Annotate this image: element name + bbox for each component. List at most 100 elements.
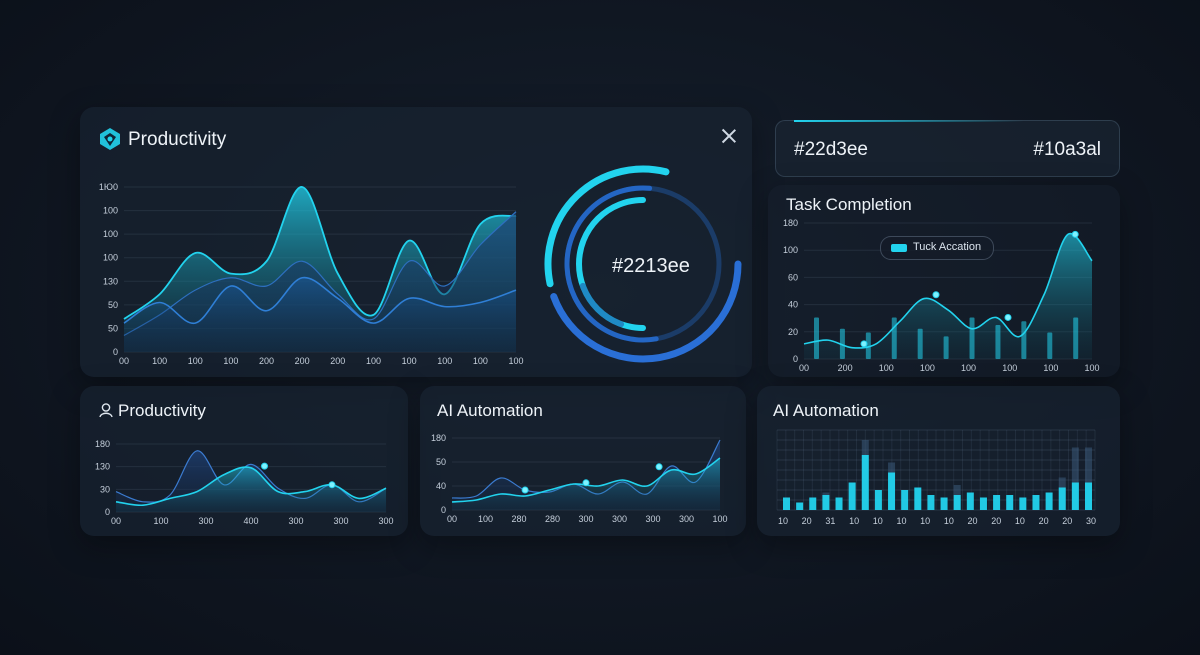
highlight-point [582,479,590,487]
logo-icon [98,127,122,156]
bar [927,495,935,510]
y-tick-label: 130 [95,462,110,472]
y-tick-label: 100 [103,253,118,263]
x-tick-label: 300 [612,514,627,524]
x-tick-label: 400 [243,516,258,526]
y-tick-label: 100 [783,245,798,255]
main-panel-title: Productivity [128,129,227,150]
x-tick-label: 100 [920,363,935,373]
ai-automation-bar-chart: 10 20 31 10 10 10 10 10 20 20 10 20 20 30 [776,429,1096,526]
task-bar [1073,317,1079,359]
bar [874,490,882,510]
x-tick-label: 280 [545,514,560,524]
x-tick-label: 100 [188,356,203,366]
x-tick-label: 100 [961,363,976,373]
y-tick-label: 0 [113,347,118,357]
close-icon[interactable] [720,127,738,145]
x-tick-label: 100 [478,514,493,524]
bar [1085,482,1092,510]
ai-automation-title-2: AI Automation [773,401,879,420]
x-tick-label: 00 [119,356,129,366]
x-tick-label: 20 [991,516,1001,526]
y-axis-ticks: 0 40 50 180 [431,433,446,515]
bar [914,487,922,510]
bar [783,497,790,510]
bar [901,490,909,510]
task-bar [1021,321,1027,359]
y-tick-label: 50 [108,300,118,310]
x-tick-label: 20 [968,516,978,526]
highlight-point [1004,313,1012,321]
task-legend[interactable]: Tuck Accation [880,236,994,260]
main-productivity-chart: 0 50 50 130 100 100 100 1Ю0 00 100 100 100 200 200 200… [99,182,524,366]
hex-left-label: #22d3ee [794,139,868,160]
bar-dim [1071,447,1079,510]
x-axis-ticks: 10 20 31 10 10 10 10 10 20 20 10 20 20 30 [778,516,1096,526]
x-tick-label: 100 [437,356,452,366]
x-tick-label: 100 [1043,363,1058,373]
highlight-point [932,291,940,299]
y-tick-label: 180 [431,433,446,443]
bar [835,497,843,510]
bar [953,495,961,510]
series-area [124,277,516,352]
bar [796,502,804,510]
main-productivity-panel: Productivity 0 50 50 130 100 100 100 1Ю0 00 100 10… [80,107,752,377]
gauge-mid-blue [564,185,659,343]
bar [809,497,817,510]
x-tick-label: 100 [152,356,167,366]
highlight-point [1071,230,1079,238]
x-tick-label: 300 [378,516,393,526]
x-tick-label: 100 [153,516,168,526]
x-tick-label: 100 [402,356,417,366]
x-tick-label: 300 [198,516,213,526]
bar [848,482,856,510]
task-bar [943,336,949,359]
highlight-point [655,463,663,471]
x-tick-label: 100 [223,356,238,366]
series-line [123,276,517,324]
gauge-outer-blue [550,260,742,363]
series-area [116,467,386,512]
bar [993,495,1001,510]
highlight-point [261,462,268,470]
y-tick-label: 40 [788,300,798,310]
x-tick-label: 10 [896,516,906,526]
hex-box-accent-line [794,120,1024,122]
x-tick-label: 100 [366,356,381,366]
ai-automation-title-1: AI Automation [437,401,543,420]
gauge-label: #2213ee [612,255,690,277]
x-tick-label: 31 [825,516,835,526]
y-axis-ticks: 0 30 130 180 [95,439,110,517]
highlight-point [328,481,336,489]
bar-grid [776,429,1096,511]
x-tick-label: 20 [1062,516,1072,526]
y-tick-label: 100 [103,229,118,239]
x-tick-label: 100 [712,514,727,524]
y-tick-label: 130 [103,276,118,286]
x-axis-ticks: 00 100 280 280 300 300 300 300 100 [447,514,728,524]
y-tick-label: 0 [793,354,798,364]
y-tick-label: 0 [441,505,446,515]
y-tick-label: 100 [103,206,118,216]
x-tick-label: 30 [1086,516,1096,526]
bars [783,440,1092,510]
series-line [115,466,387,507]
y-tick-label: 180 [783,218,798,228]
y-tick-label: 30 [100,484,110,494]
y-tick-label: 180 [95,439,110,449]
task-bar [1047,332,1053,359]
x-tick-label: 10 [778,516,788,526]
task-bar [865,332,871,359]
bottom-productivity-chart: 0 30 130 180 00 100 300 400 300 300 300 [95,439,394,526]
x-tick-label: 100 [879,363,894,373]
bottom-productivity-panel: Productivity 0 30 130 180 00 100 300 400 300 300 3… [80,386,408,536]
x-tick-label: 10 [873,516,883,526]
x-tick-label: 100 [1084,363,1099,373]
x-tick-label: 100 [473,356,488,366]
bar-dim [1085,447,1092,510]
x-tick-label: 00 [799,363,809,373]
x-tick-label: 280 [511,514,526,524]
hex-right-label: #10a3al [1033,139,1101,160]
y-axis-ticks: 0 50 50 130 100 100 100 1Ю0 [99,182,118,357]
